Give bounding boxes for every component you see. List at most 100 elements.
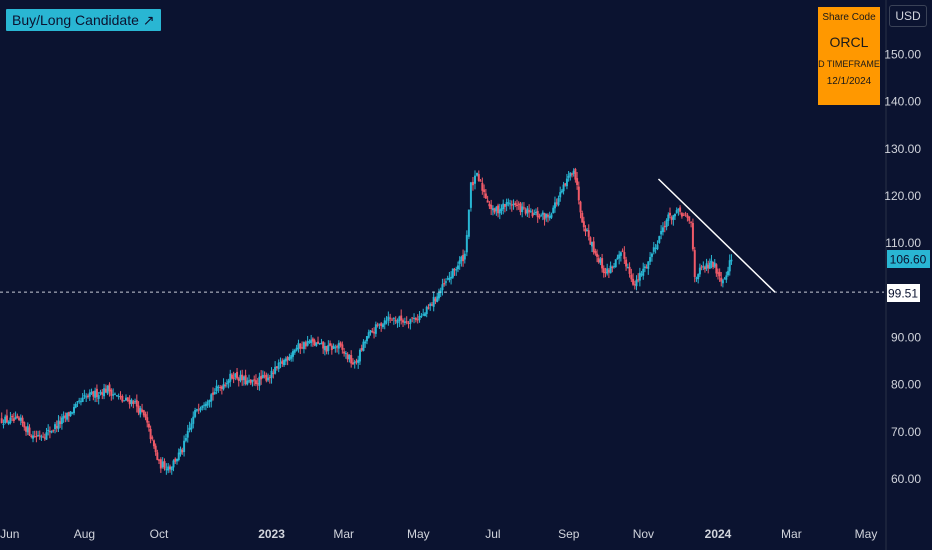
candle-body [672, 215, 675, 220]
candle-body [38, 435, 41, 437]
candle-body [59, 421, 62, 425]
candle-body [536, 210, 539, 218]
candle-body [14, 417, 17, 420]
candle-body [396, 320, 399, 324]
candle-body [344, 353, 347, 355]
candle-body [517, 203, 520, 205]
candle-body [76, 401, 79, 403]
candle-body [710, 260, 713, 263]
price-tick-label: 60.00 [891, 472, 921, 486]
candle-body [621, 250, 624, 252]
currency-button[interactable]: USD [889, 5, 927, 27]
support-level-label: 99.51 [888, 287, 918, 301]
candle-body [254, 380, 257, 385]
candle-body [545, 213, 548, 218]
candle-body [362, 341, 365, 351]
candle-body [95, 388, 98, 398]
candle-body [170, 466, 173, 471]
candle-body [418, 315, 421, 320]
candle-body [453, 269, 456, 271]
descending-trendline[interactable] [657, 178, 776, 293]
candle-body [272, 372, 275, 374]
candle-body [695, 277, 698, 279]
candle-body [645, 267, 648, 269]
candle-body [42, 436, 45, 438]
candle-body [92, 391, 95, 397]
candle-body [589, 237, 592, 245]
candle-body [503, 204, 506, 207]
candle-body [204, 403, 207, 407]
candle-body [465, 235, 468, 253]
candle-body [186, 430, 189, 438]
candle-body [469, 182, 472, 208]
candle-body [497, 205, 500, 214]
candle-body [156, 452, 159, 460]
candle-body [283, 360, 286, 366]
buy-long-candidate-tag[interactable]: Buy/Long Candidate ↗ [6, 9, 161, 31]
timeframe-label: D TIMEFRAME [818, 59, 880, 69]
candle-body [633, 284, 636, 286]
candle-body [522, 207, 525, 209]
candle-body [439, 290, 442, 294]
candle-body [337, 343, 340, 349]
candle-body [206, 401, 209, 406]
candle-body [643, 266, 646, 269]
candle-body [391, 319, 394, 321]
time-tick-label: Oct [150, 527, 169, 541]
candle-body [115, 395, 118, 397]
candle-body [78, 400, 81, 402]
candle-body [502, 203, 505, 210]
candle-body [23, 422, 26, 428]
candle-body [467, 209, 470, 237]
candle-body [177, 452, 180, 461]
candle-body [510, 204, 513, 206]
candle-body [654, 247, 657, 249]
candle-body [483, 189, 486, 193]
candle-body [574, 168, 577, 180]
candle-body [26, 426, 29, 433]
candle-body [161, 461, 164, 468]
candle-body [315, 342, 318, 346]
candle-body [606, 268, 609, 274]
candle-body [638, 272, 641, 281]
candle-body [241, 374, 244, 381]
candle-body [343, 351, 346, 354]
candle-body [258, 376, 261, 386]
candle-body [268, 377, 271, 379]
candle-body [524, 209, 527, 214]
candle-body [142, 410, 145, 416]
candle-body [0, 418, 3, 424]
candle-body [217, 386, 220, 388]
candle-body [619, 252, 622, 256]
candle-body [188, 427, 191, 431]
candle-body [35, 436, 38, 438]
candle-body [675, 210, 678, 213]
candle-body [364, 341, 367, 344]
candle-body [297, 343, 300, 350]
candle-body [425, 306, 428, 315]
candle-body [663, 225, 666, 228]
candle-body [163, 461, 166, 469]
time-tick-label: 2023 [258, 527, 285, 541]
candle-body [67, 412, 70, 417]
candle-body [139, 408, 142, 415]
candle-body [630, 274, 633, 280]
candle-body [665, 219, 668, 227]
candle-body [682, 214, 685, 216]
candle-body [389, 317, 392, 319]
candle-body [569, 172, 572, 177]
candle-body [311, 338, 314, 342]
candle-body [110, 389, 113, 396]
candle-body [9, 417, 12, 423]
candle-body [341, 344, 344, 350]
candle-body [581, 212, 584, 223]
candle-body [540, 215, 543, 217]
candle-body [47, 429, 50, 432]
candle-body [380, 323, 383, 327]
candle-body [40, 436, 43, 438]
candle-body [281, 360, 284, 364]
candle-body [526, 208, 529, 214]
candle-body [640, 274, 643, 276]
candle-body [515, 204, 518, 206]
